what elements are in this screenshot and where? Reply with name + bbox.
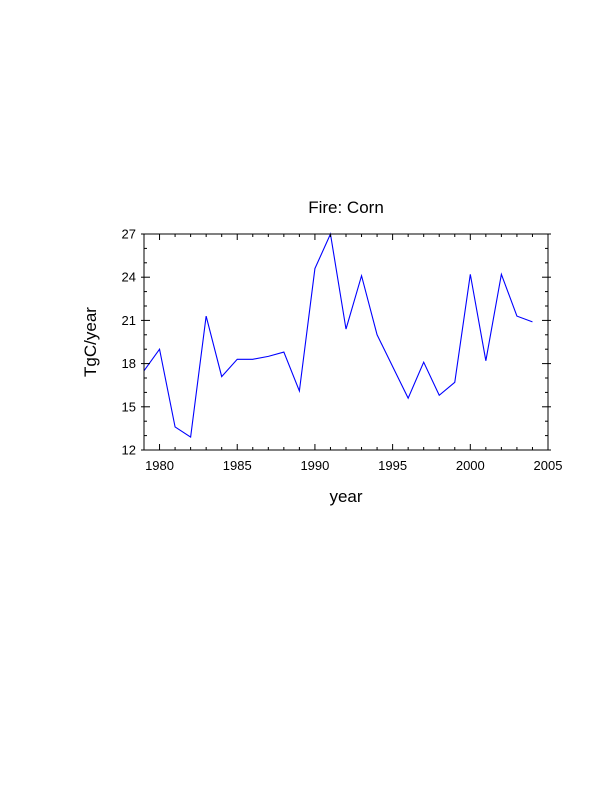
series-line [143, 232, 533, 438]
y-tick-label: 15 [122, 399, 136, 414]
y-axis-title: TgC/year [81, 307, 100, 377]
chart-title: Fire: Corn [308, 198, 384, 217]
x-tick-label: 1995 [378, 458, 407, 473]
x-axis-ticks: 1980 1985 1990 1995 2000 2005 [143, 234, 563, 473]
x-tick-label: 2000 [456, 458, 485, 473]
x-tick-label: 1985 [223, 458, 252, 473]
y-tick-label: 27 [122, 227, 136, 242]
x-tick-label: 1980 [145, 458, 174, 473]
y-tick-label: 12 [122, 443, 136, 458]
plot-area [143, 232, 533, 438]
x-axis-title: year [329, 487, 362, 506]
y-tick-label: 18 [122, 356, 136, 371]
y-axis-ticks: 12 15 18 21 24 27 [122, 227, 551, 458]
y-tick-label: 24 [122, 270, 136, 285]
x-tick-label: 2005 [534, 458, 563, 473]
y-tick-label: 21 [122, 313, 136, 328]
x-tick-label: 1990 [300, 458, 329, 473]
plot-frame [143, 233, 549, 451]
